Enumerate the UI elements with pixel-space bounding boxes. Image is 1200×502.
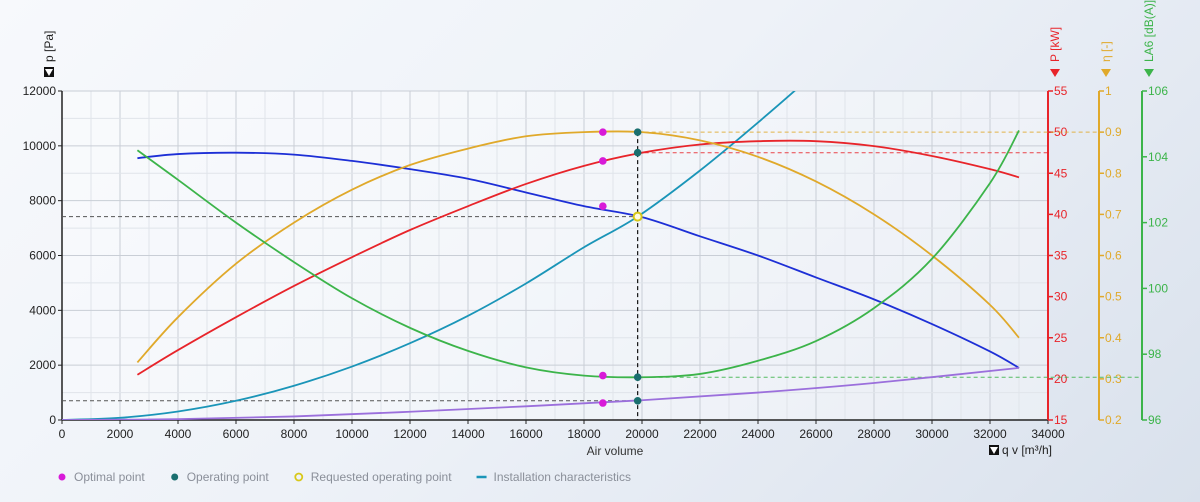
x-tick-label: 24000 [741,427,775,441]
series-sound-power [136,130,1020,379]
x-tick-label: 32000 [973,427,1007,441]
legend: Optimal point Operating point Requested op… [58,470,631,484]
x-tick-label: 26000 [799,427,833,441]
power-axis-title: P [kW] [1048,27,1062,62]
requested-operating-point-marker [632,211,643,222]
legend-operating-point-swatch [171,473,179,481]
pressure-tick-label: 8000 [29,194,56,208]
operating-point-marker [633,397,642,405]
legend-operating-point: Operating point [171,470,269,484]
x-axis: 0 2000 4000 6000 8000 10000 12000 14000 16000 180… [59,419,1065,458]
optimal-point-marker [599,202,607,210]
x-unit-text: q v [m³/h] [1002,443,1052,457]
legend-optimal-point-label: Optimal point [74,470,145,484]
x-tick-label: 14000 [451,427,485,441]
sound-axis-title: LA6 [dB(A)] [1142,0,1156,62]
pressure-tick-label: 12000 [23,84,57,98]
power-tick-label: 40 [1054,207,1068,221]
efficiency-tick-label: 0.9 [1105,125,1122,139]
series-installation-characteristics [62,91,796,420]
power-axis-marker [1050,69,1060,77]
series-shaft-power [136,139,1020,376]
reference-lines [62,131,1142,420]
legend-optimal-point: Optimal point [58,470,145,484]
pressure-tick-label: 0 [49,413,56,427]
marker-points [599,128,643,407]
legend-operating-point-label: Operating point [187,470,270,484]
x-tick-label: 30000 [915,427,949,441]
x-tick-label: 12000 [393,427,427,441]
efficiency-tick-label: 1 [1105,84,1112,98]
efficiency-axis-marker [1101,69,1111,77]
power-tick-label: 35 [1054,249,1068,263]
sound-tick-label: 98 [1148,347,1162,361]
sound-axis: 96 98 100 102 104 106 LA6 [dB(A)] [1141,0,1168,427]
pressure-axis-header: p [Pa] [42,31,56,77]
efficiency-axis-title: η [-] [1099,41,1113,62]
legend-requested-operating-point-label: Requested operating point [311,470,452,484]
series-efficiency [136,130,1020,364]
x-axis-label: Air volume [587,444,644,458]
x-tick-label: 18000 [567,427,601,441]
x-tick-label: 2000 [107,427,134,441]
optimal-point-marker [599,371,607,380]
efficiency-tick-label: 0.8 [1105,166,1122,180]
optimal-point-marker [599,157,607,165]
efficiency-tick-label: 0.4 [1105,331,1122,345]
power-tick-label: 20 [1054,372,1068,386]
optimal-point-marker [599,128,607,136]
pressure-axis: 0 2000 4000 6000 8000 10000 12000 p [Pa] [23,31,63,427]
series-curves [62,91,1020,420]
x-unit-label: q v [m³/h] [989,443,1052,457]
legend-installation-characteristics: Installation characteristics [476,470,631,484]
legend-requested-operating-point: Requested operating point [294,470,452,484]
optimal-point-marker [599,399,607,407]
sound-tick-label: 96 [1148,413,1162,427]
efficiency-tick-label: 0.7 [1105,207,1122,221]
x-tick-label: 0 [59,427,66,441]
series-secondary-pressure-curve [62,367,1020,420]
x-tick-label: 16000 [509,427,543,441]
efficiency-axis: 0.2 0.3 0.4 0.5 0.6 0.7 0.8 0.9 1 η [-] [1098,41,1122,427]
efficiency-tick-label: 0.2 [1105,413,1122,427]
operating-point-marker [633,128,642,136]
x-tick-label: 4000 [165,427,192,441]
pressure-axis-marker-arrow [45,69,53,76]
efficiency-tick-label: 0.3 [1105,372,1122,386]
x-tick-label: 28000 [857,427,891,441]
sound-axis-marker [1144,69,1154,77]
sound-tick-label: 102 [1148,216,1168,230]
x-tick-label: 8000 [281,427,308,441]
x-unit-marker-arrow [990,447,998,454]
power-tick-label: 55 [1054,84,1068,98]
pressure-axis-title: p [Pa] [42,31,56,62]
sound-tick-label: 100 [1148,281,1168,295]
pressure-tick-label: 2000 [29,358,56,372]
x-tick-label: 34000 [1031,427,1065,441]
power-tick-label: 45 [1054,166,1068,180]
series-pressure-curve [137,151,1020,369]
legend-installation-characteristics-label: Installation characteristics [494,470,631,484]
x-tick-label: 20000 [625,427,659,441]
sound-tick-label: 104 [1148,150,1168,164]
pressure-tick-label: 10000 [23,139,57,153]
operating-point-marker [633,148,642,157]
power-tick-label: 25 [1054,331,1068,345]
efficiency-tick-label: 0.6 [1105,249,1122,263]
power-tick-label: 30 [1054,290,1068,304]
pressure-tick-label: 4000 [29,303,56,317]
power-tick-label: 15 [1054,413,1068,427]
sound-tick-label: 106 [1148,84,1168,98]
x-tick-label: 22000 [683,427,717,441]
x-tick-label: 6000 [223,427,250,441]
x-tick-label: 10000 [335,427,369,441]
legend-requested-operating-point-swatch [294,472,304,482]
pressure-tick-label: 6000 [29,249,56,263]
legend-optimal-point-swatch [58,473,66,481]
efficiency-tick-label: 0.5 [1105,290,1122,304]
operating-point-marker [633,373,642,382]
